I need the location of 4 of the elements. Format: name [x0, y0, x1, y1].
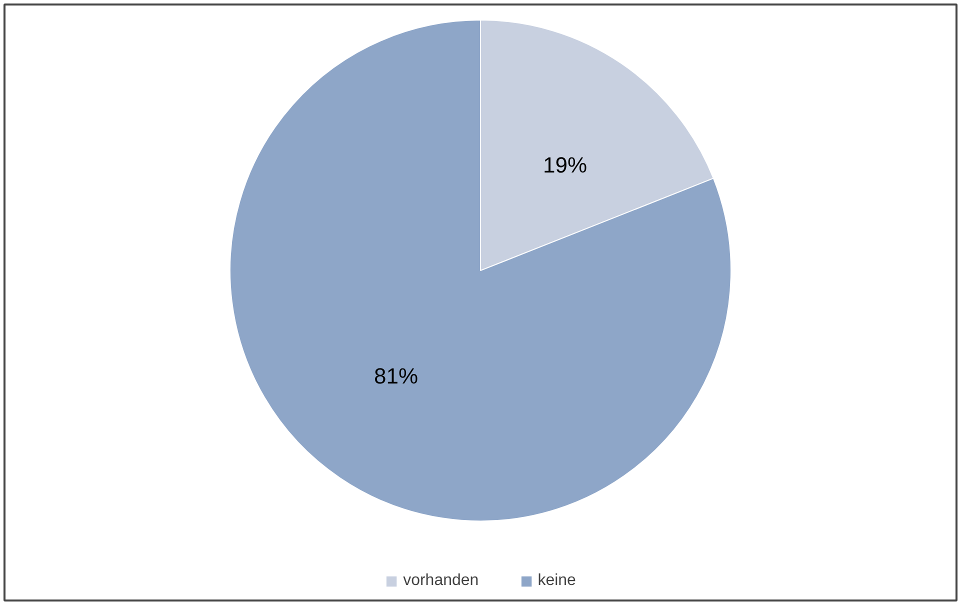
data-label: 81% — [374, 364, 418, 389]
data-label: 19% — [542, 152, 588, 178]
legend-label: keine — [538, 572, 576, 590]
legend-label: vorhanden — [403, 572, 479, 590]
